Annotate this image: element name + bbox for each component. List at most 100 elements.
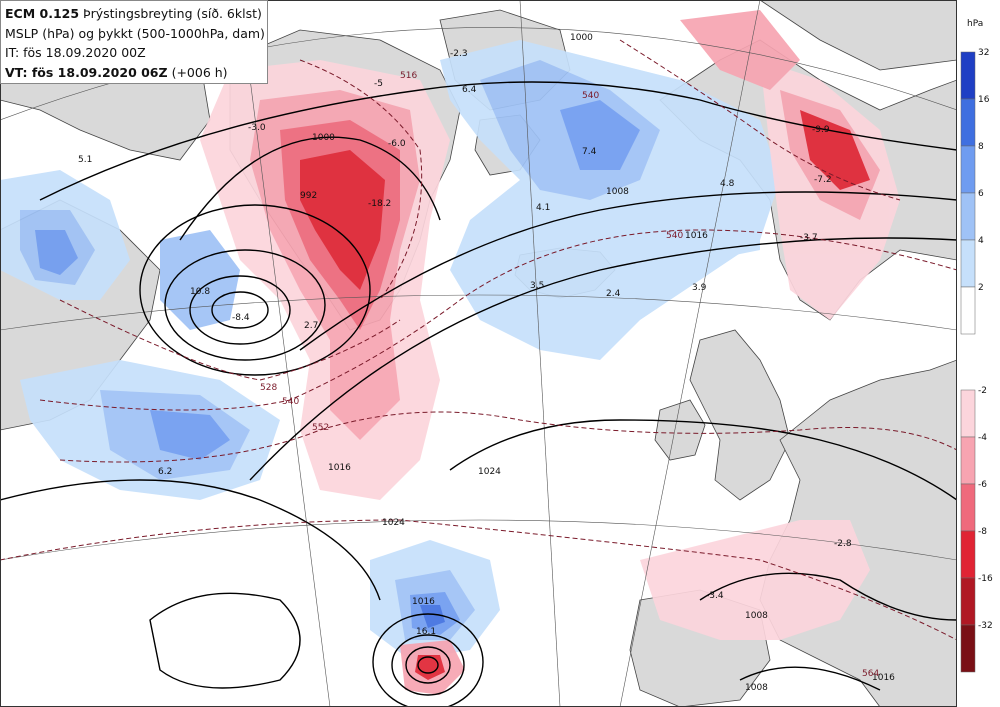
map-title-box: ECM 0.125 Þrýstingsbreyting (síð. 6klst)… (0, 0, 268, 84)
pressure-fall-layer (200, 10, 900, 695)
change-value-label: -3.7 (800, 233, 818, 243)
graticule-meridian-2 (519, 0, 561, 707)
isobar-south-low-3 (391, 634, 465, 696)
colorbar-tick-label: -2 (978, 386, 987, 396)
colorbar-tick-label: 32 (978, 48, 989, 58)
change-value-label: 16.1 (416, 627, 436, 637)
isobar-low-4 (139, 204, 371, 376)
change-value-label: 3.9 (692, 283, 707, 293)
isobar-east-2 (739, 666, 881, 691)
colorbar-swatch (960, 436, 976, 485)
rise-area-north-strong (560, 100, 640, 170)
change-value-label: 10.8 (190, 287, 210, 297)
isobar-1008-a (39, 81, 957, 201)
isobar-low-3 (164, 249, 326, 361)
fall-area-top-right (680, 10, 800, 90)
colorbar-positive: 32 16 8 6 4 2 (960, 48, 990, 335)
thickness-label: 540 (282, 397, 299, 407)
isobar-south-ring (149, 592, 301, 689)
colorbar-swatch (960, 192, 976, 241)
isobar-low-2 (189, 275, 291, 345)
fall-area-scandi-strong (800, 110, 870, 190)
change-value-label: 6.2 (158, 467, 172, 477)
thickness-540-a (39, 229, 957, 411)
colorbar-tick-label: 16 (978, 95, 990, 105)
change-value-label: -8.4 (232, 313, 250, 323)
change-value-label: -5 (374, 79, 383, 89)
thickness-528 (59, 299, 401, 381)
isobar-1008-b (299, 191, 957, 351)
land-nw-russia (759, 0, 957, 71)
isobar-label: 1024 (382, 518, 405, 528)
colorbar-swatch (960, 624, 976, 673)
colorbar-tick-label: -6 (978, 480, 987, 490)
colorbar-swatch (960, 286, 976, 335)
colorbar-swatch (960, 577, 976, 626)
change-value-label: 3.5 (530, 281, 544, 291)
colorbar-swatch (960, 239, 976, 288)
graticule-meridian-3 (619, 0, 761, 707)
colorbar-tick-label: 4 (978, 236, 984, 246)
title-line-model: ECM 0.125 Þrýstingsbreyting (síð. 6klst) (5, 6, 262, 21)
isobar-label: 1008 (745, 683, 768, 693)
thickness-label: 540 (666, 231, 683, 241)
thickness-label: 552 (312, 423, 329, 433)
thickness-label: 516 (400, 71, 417, 81)
change-value-label: -9.9 (812, 125, 830, 135)
thickness-label: 564 (862, 669, 879, 679)
colorbar-unit: hPa (967, 19, 983, 29)
title-line-init: IT: fös 18.09.2020 00Z (5, 45, 146, 60)
isobar-1016-a (249, 237, 957, 481)
isobar-1016-b (0, 479, 381, 601)
change-value-label: 4.8 (720, 179, 735, 189)
thickness-540-b (619, 39, 901, 201)
fall-area-greenland-max (300, 150, 385, 290)
isobar-label: 1016 (872, 673, 895, 683)
isobar-1000 (179, 136, 441, 241)
pressure-rise-layer (0, 40, 780, 660)
isobar-label: 1008 (606, 187, 629, 197)
change-value-label: 2.4 (606, 289, 621, 299)
colorbar-swatch (960, 483, 976, 532)
isobar-label: 1000 (570, 33, 593, 43)
isobar-south-low-4 (372, 613, 484, 707)
colorbar-negative: -2 -4 -6 -8 -16 -32 (960, 386, 993, 673)
graticule-arc-2 (0, 294, 957, 331)
title-line-valid: VT: fös 18.09.2020 06Z (+006 h) (5, 64, 228, 80)
change-value-label: -2.8 (834, 539, 852, 549)
thickness-516 (299, 59, 423, 301)
colorbar-swatch (960, 145, 976, 194)
colorbar-tick-label: -8 (978, 527, 987, 537)
colorbar-tick-label: -32 (978, 621, 993, 631)
thickness-564 (0, 519, 957, 641)
colorbar: hPa 32 16 8 6 4 2 -2 -4 -6 -8 -16 -32 (957, 0, 1000, 707)
colorbar-swatch (960, 389, 976, 438)
change-value-label: 2.7 (304, 321, 318, 331)
rise-area-west-strong (35, 230, 78, 275)
isobar-south-low-2 (405, 646, 451, 684)
thickness-552 (59, 411, 957, 463)
thickness-label-layer: 516 528 540 552 540 564 540 (260, 71, 879, 679)
colorbar-tick-label: 8 (978, 142, 984, 152)
colorbar-swatch (960, 530, 976, 579)
colorbar-tick-label: 6 (978, 189, 984, 199)
change-value-label: -3.4 (706, 591, 724, 601)
change-value-label: 4.1 (536, 203, 550, 213)
colorbar-tick-label: -4 (978, 433, 987, 443)
isobar-1024 (449, 419, 957, 501)
isobar-label: 1016 (685, 231, 708, 241)
colorbar-tick-label: -16 (978, 574, 993, 584)
rise-area-labrador-strong (150, 410, 230, 460)
change-label-layer: -2.3 6.4 -3.0 -5 -6.0 -18.2 5.1 10.8 -8.… (78, 49, 852, 637)
isobar-low-1 (211, 291, 269, 329)
change-value-label: 7.4 (582, 147, 597, 157)
rise-area-scandi (660, 160, 760, 260)
fall-area-europe (640, 520, 870, 640)
change-value-label: -6.0 (388, 139, 406, 149)
change-value-label: -18.2 (368, 199, 391, 209)
colorbar-swatch (960, 51, 976, 100)
thickness-label: 540 (582, 91, 599, 101)
land-uk (689, 329, 791, 501)
change-value-label: -7.2 (814, 175, 832, 185)
change-value-label: -2.3 (450, 49, 468, 59)
